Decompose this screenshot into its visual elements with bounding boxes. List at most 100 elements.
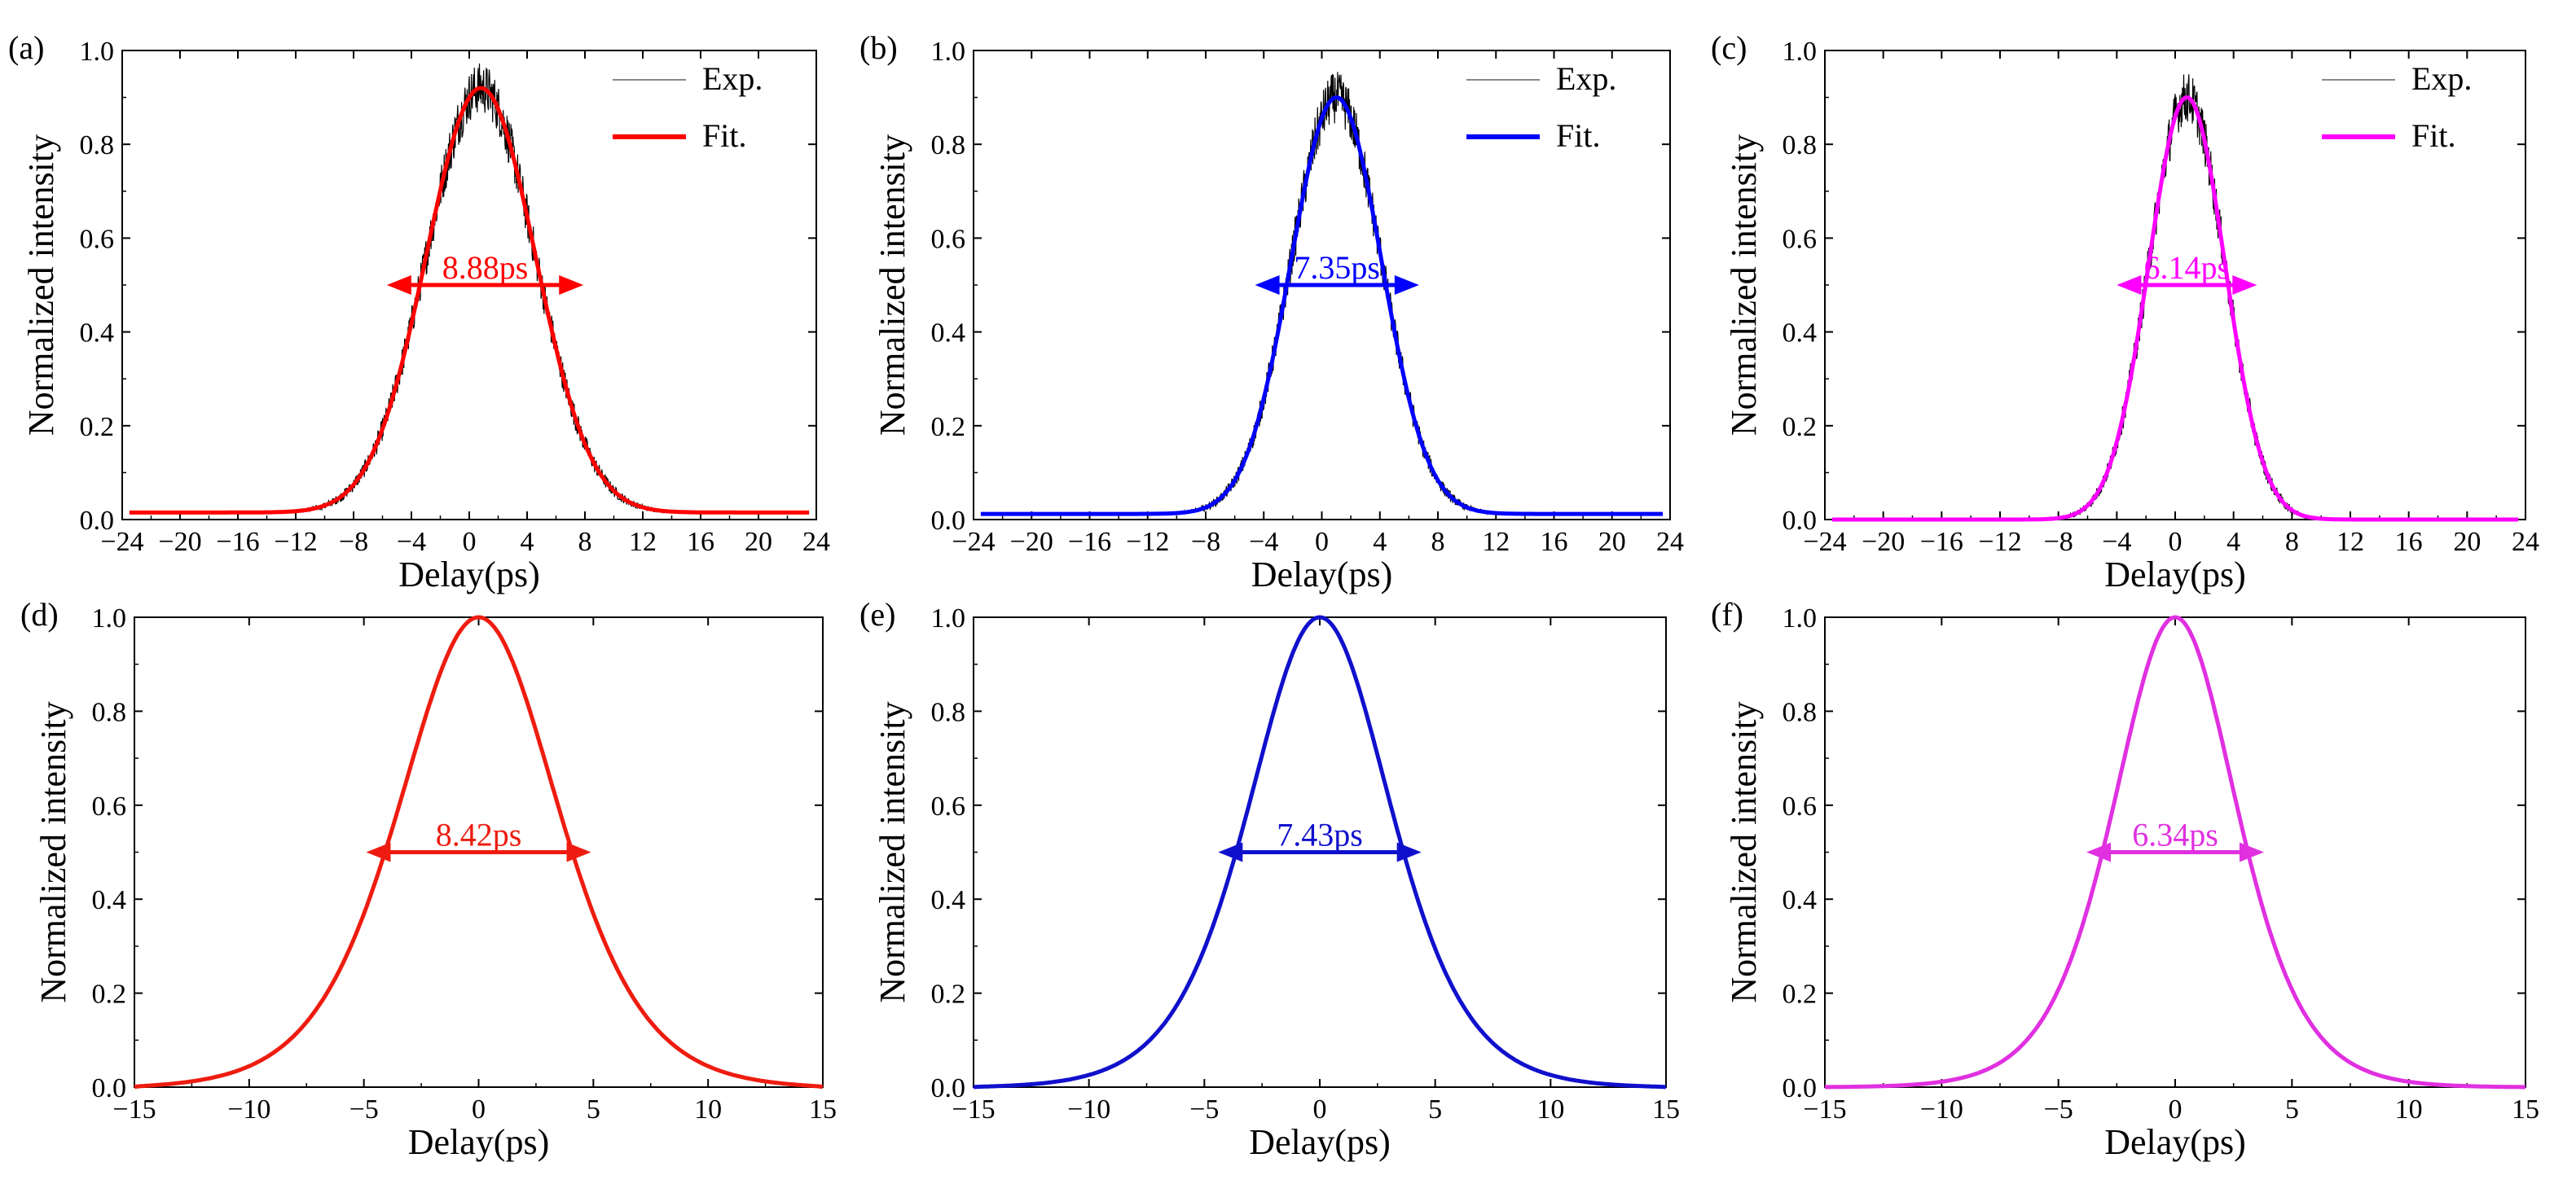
pulse-curve-line <box>134 615 824 1090</box>
legend-exp-label: Exp. <box>702 60 763 97</box>
fit-curve-line <box>129 86 810 515</box>
legend-fit-label: Fit. <box>2411 117 2455 154</box>
y-tick-label: 0.8 <box>931 697 966 727</box>
pulse-curve-line <box>973 615 1667 1090</box>
x-tick-label: 0 <box>2169 1094 2183 1125</box>
x-tick-label: 0 <box>1315 527 1329 557</box>
fwhm-arrowhead-left <box>366 842 391 862</box>
x-tick-label: −12 <box>1978 527 2021 557</box>
x-tick-label: 12 <box>629 527 657 557</box>
x-tick-label: 0 <box>2169 527 2183 557</box>
fwhm-arrowhead-left <box>1255 275 1280 295</box>
fwhm-arrowhead-left <box>2117 275 2142 295</box>
x-tick-label: 4 <box>521 527 534 557</box>
x-tick-label: −12 <box>1126 527 1169 557</box>
x-tick-label: 16 <box>1541 527 1568 557</box>
y-tick-label: 0.8 <box>80 130 115 160</box>
y-tick-label: 0.8 <box>1783 130 1818 160</box>
x-tick-label: −16 <box>216 527 259 557</box>
y-axis-label: Normalized intensity <box>1724 701 1764 1002</box>
x-tick-label: −24 <box>100 527 143 557</box>
y-tick-label: 0.2 <box>931 412 966 442</box>
fwhm-label: 6.14ps <box>2144 249 2231 286</box>
x-tick-label: −16 <box>1920 527 1963 557</box>
x-tick-label: 8 <box>578 527 592 557</box>
y-tick-label: 0.2 <box>80 412 115 442</box>
pulse-curve-line <box>1824 615 2526 1090</box>
y-tick-label: 0.6 <box>1783 792 1818 822</box>
panel-letter: (a) <box>8 29 44 66</box>
fwhm-arrowhead-right <box>2239 842 2264 862</box>
fwhm-arrowhead-left <box>1218 842 1243 862</box>
x-tick-label: −8 <box>339 527 368 557</box>
y-tick-label: 1.0 <box>931 603 966 634</box>
fwhm-arrowhead-right <box>566 842 591 862</box>
panel-letter: (c) <box>1711 29 1747 66</box>
legend-fit-label: Fit. <box>702 117 746 154</box>
x-tick-label: 10 <box>1536 1094 1564 1125</box>
x-tick-label: 20 <box>745 527 772 557</box>
x-tick-label: −4 <box>397 527 426 557</box>
legend-exp-label: Exp. <box>1556 60 1616 97</box>
y-axis-label: Normalized intensity <box>1724 134 1764 436</box>
y-tick-label: 0.0 <box>931 1073 966 1103</box>
x-tick-label: −4 <box>2102 527 2131 557</box>
x-tick-label: −10 <box>1920 1094 1963 1125</box>
chart-panel-b: −24 −20 −16 −12 −8 −4 0 4 8 12 16 20 24 0.0 0.2 0.4 0.6 0… <box>859 29 1684 594</box>
fwhm-arrowhead-right <box>559 275 584 295</box>
x-tick-label: −5 <box>2044 1094 2073 1125</box>
y-tick-label: 1.0 <box>1783 603 1818 634</box>
x-tick-label: 24 <box>2512 527 2539 557</box>
x-tick-label: 10 <box>694 1094 722 1125</box>
x-axis-label: Delay(ps) <box>2104 555 2246 594</box>
fit-curve-line <box>980 95 1664 516</box>
x-tick-label: 4 <box>2227 527 2240 557</box>
x-tick-label: 20 <box>2453 527 2481 557</box>
x-tick-label: −20 <box>1862 527 1905 557</box>
panel-letter: (f) <box>1711 596 1743 633</box>
x-tick-label: −4 <box>1249 527 1278 557</box>
chart-panel-e: −15 −10 −5 0 5 10 15 0.0 0.2 0.4 0.6 0.8 1.0 Delay(ps… <box>859 596 1680 1162</box>
y-tick-label: 0.0 <box>1783 1073 1818 1103</box>
legend-exp-label: Exp. <box>2411 60 2472 97</box>
x-tick-label: −8 <box>2044 527 2073 557</box>
y-tick-label: 0.6 <box>92 792 127 822</box>
x-tick-label: −12 <box>274 527 317 557</box>
x-tick-label: 4 <box>1373 527 1387 557</box>
x-tick-label: −15 <box>112 1094 156 1125</box>
y-tick-label: 1.0 <box>80 37 115 67</box>
panel-letter: (d) <box>20 596 59 633</box>
fwhm-arrowhead-right <box>2232 275 2257 295</box>
x-axis-label: Delay(ps) <box>1251 555 1393 594</box>
panel-letter: (e) <box>859 596 895 633</box>
x-tick-label: 0 <box>472 1094 486 1125</box>
y-axis-label: Normalized intensity <box>21 134 61 436</box>
y-tick-label: 0.4 <box>931 885 966 915</box>
x-axis-label: Delay(ps) <box>398 555 540 594</box>
x-tick-label: 8 <box>2285 527 2299 557</box>
y-tick-label: 0.6 <box>80 224 115 254</box>
y-tick-label: 0.4 <box>931 318 966 349</box>
fwhm-label: 7.43ps <box>1277 817 1363 853</box>
x-tick-label: 8 <box>1431 527 1445 557</box>
x-tick-label: 12 <box>1482 527 1510 557</box>
x-tick-label: −10 <box>1067 1094 1110 1125</box>
x-axis-label: Delay(ps) <box>2104 1122 2246 1162</box>
x-tick-label: 24 <box>1656 527 1684 557</box>
y-tick-label: 0.4 <box>92 885 127 915</box>
x-tick-label: 0 <box>1313 1094 1327 1125</box>
x-tick-label: −16 <box>1068 527 1111 557</box>
x-tick-label: −10 <box>227 1094 270 1125</box>
x-tick-label: 20 <box>1598 527 1626 557</box>
fwhm-arrowhead-right <box>1396 842 1422 862</box>
y-axis-label: Normalized intensity <box>33 701 73 1002</box>
fit-curve-line <box>1832 95 2518 522</box>
x-tick-label: 10 <box>2395 1094 2423 1125</box>
y-tick-label: 0.2 <box>931 980 966 1010</box>
y-tick-label: 0.6 <box>931 792 966 822</box>
fwhm-arrowhead-left <box>2086 842 2112 862</box>
y-axis-label: Normalized intensity <box>873 701 912 1002</box>
x-axis-label: Delay(ps) <box>408 1122 550 1162</box>
x-tick-label: 0 <box>463 527 477 557</box>
x-tick-label: 24 <box>802 527 830 557</box>
